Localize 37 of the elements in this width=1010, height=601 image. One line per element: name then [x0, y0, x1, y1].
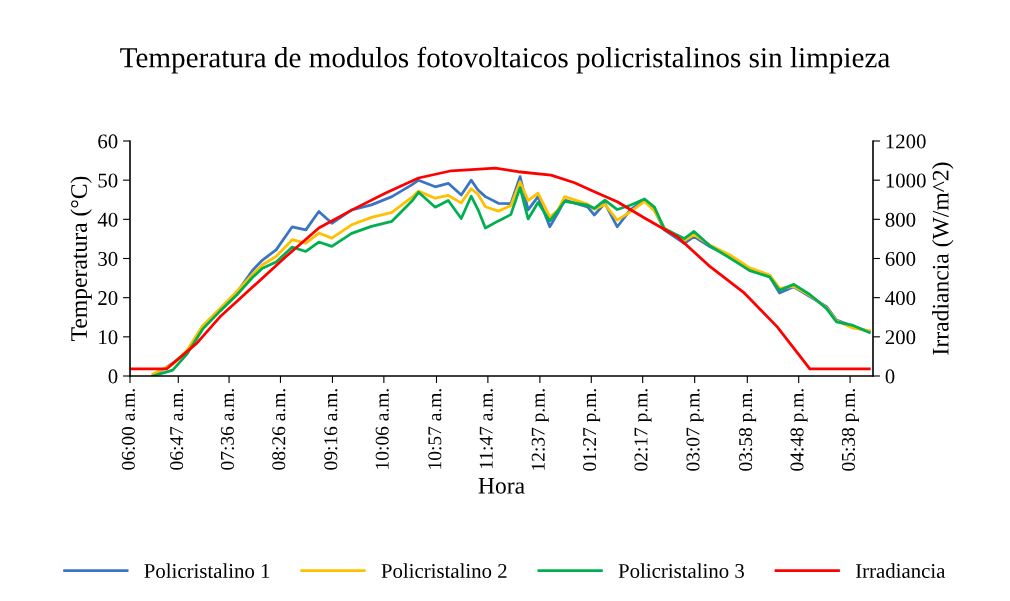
y-tick-label: 20 — [98, 291, 118, 306]
y2-tick-label: 600 — [885, 251, 916, 266]
x-tick-label: 03:58 p.m. — [739, 389, 757, 471]
x-tick-label: 06:47 a.m. — [170, 389, 184, 470]
x-tick-label: 07:36 a.m. — [220, 389, 235, 470]
legend-label: Policristalino 3 — [618, 563, 744, 579]
y2-axis-title: Irradiancia (W/m^2) — [932, 162, 954, 355]
y-tick-label: 30 — [98, 251, 118, 266]
y2-tick-label: 200 — [885, 330, 916, 345]
x-tick-label: 12:37 p.m. — [531, 389, 549, 470]
x-tick-label: 10:57 a.m. — [428, 389, 442, 469]
x-tick-label: 03:07 p.m. — [686, 389, 704, 471]
legend-label: Irradiancia — [855, 563, 946, 579]
y-tick-label: 60 — [98, 134, 118, 149]
y-tick-label: 10 — [99, 330, 118, 345]
x-tick-label: 01:27 p.m. — [583, 389, 601, 471]
y2-tick-label: 0 — [885, 369, 895, 384]
x-tick-label: 06:00 a.m. — [121, 389, 135, 470]
y2-tick-label: 1000 — [886, 173, 926, 188]
y-tick-label: 50 — [98, 173, 118, 188]
x-tick-label: 10:06 a.m. — [375, 389, 389, 469]
y2-tick-label: 400 — [885, 291, 916, 306]
y-tick-label: 0 — [108, 369, 118, 384]
legend-label: Policristalino 1 — [144, 563, 270, 579]
x-tick-label: 02:17 p.m. — [634, 389, 652, 471]
x-tick-label: 09:16 a.m. — [324, 389, 338, 470]
y-tick-label: 40 — [97, 212, 118, 227]
legend-label: Policristalino 2 — [381, 563, 507, 579]
y-axis-title: Temperatura (°C) — [70, 176, 92, 341]
y2-tick-label: 800 — [885, 212, 916, 227]
x-axis-title: Hora — [478, 478, 525, 494]
x-tick-label: 05:38 p.m. — [841, 389, 859, 471]
x-tick-label: 11:47 a.m. — [479, 389, 493, 468]
y2-tick-label: 1200 — [886, 134, 926, 149]
x-tick-label: 04:48 p.m. — [790, 389, 808, 471]
x-tick-label: 08:26 a.m. — [272, 389, 286, 470]
chart-title: Temperatura de modulos fotovoltaicos policristalinos sin limpieza — [120, 46, 890, 74]
